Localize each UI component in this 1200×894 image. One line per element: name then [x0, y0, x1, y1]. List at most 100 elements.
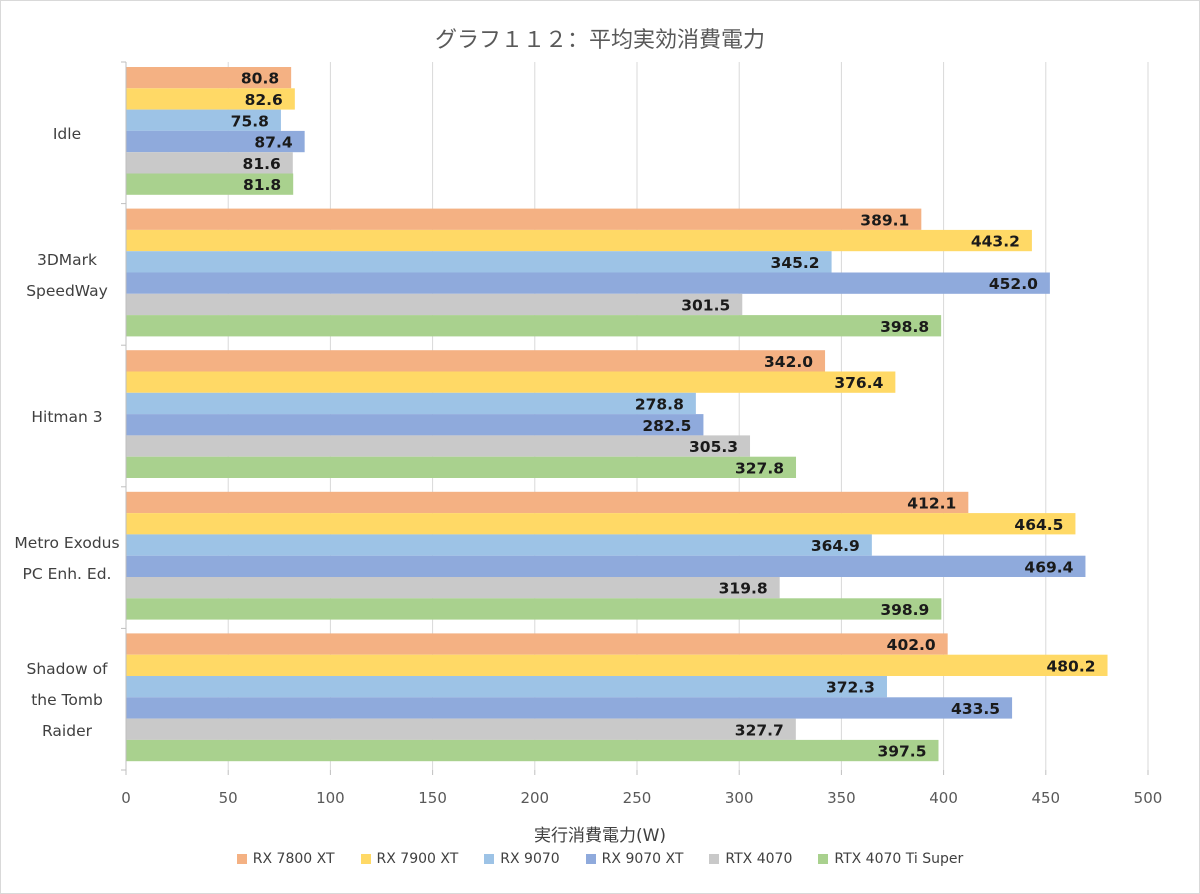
bar: [126, 392, 696, 415]
bar: [126, 718, 796, 740]
bar: [126, 88, 295, 110]
bar: [126, 251, 832, 273]
bar: [126, 229, 1032, 252]
bar: [126, 208, 922, 230]
data-label: 480.2: [1046, 657, 1095, 675]
data-label: 452.0: [989, 275, 1038, 293]
legend-label: RTX 4070 Ti Super: [834, 851, 964, 867]
legend-label: RTX 4070: [725, 851, 793, 867]
y-category-label: 3DMark: [37, 251, 97, 269]
legend-swatch: [236, 854, 247, 864]
bar: [126, 371, 896, 393]
legend: RX 7800 XT RX 7900 XT RX 9070 RX 9070 XT RTX…: [0, 851, 1200, 867]
legend-item: RX 9070: [484, 851, 560, 867]
bar: [126, 676, 887, 698]
data-label: 464.5: [1014, 516, 1063, 534]
bar: [126, 697, 1013, 719]
bar: [126, 173, 294, 195]
y-category-label: the Tomb: [31, 691, 103, 709]
x-tick-label: 150: [418, 789, 447, 807]
bar: [126, 555, 1086, 577]
bar: [126, 534, 872, 556]
x-axis-title: 実行消費電力(W): [533, 826, 667, 846]
data-label: 389.1: [860, 211, 909, 229]
data-label: 402.0: [887, 636, 936, 654]
data-label: 342.0: [764, 353, 813, 371]
chart-title: グラフ１１２：平均実効消費電力: [434, 28, 765, 53]
y-category-label: Metro Exodus: [14, 534, 119, 552]
data-label: 364.9: [811, 537, 860, 555]
bar: [126, 109, 281, 131]
legend-label: RX 7800 XT: [252, 851, 335, 867]
legend-swatch: [818, 854, 829, 864]
x-tick-label: 50: [219, 789, 238, 807]
x-tick-label: 0: [121, 789, 131, 807]
data-label: 81.8: [243, 176, 281, 194]
data-label: 398.9: [880, 601, 929, 619]
bar: [126, 414, 704, 436]
legend-item: RTX 4070: [709, 851, 792, 867]
y-category-label: PC Enh. Ed.: [23, 565, 112, 583]
data-label: 372.3: [826, 679, 875, 697]
x-tick-label: 250: [623, 789, 652, 807]
x-tick-label: 450: [1031, 789, 1060, 807]
bar: [126, 350, 826, 372]
legend-swatch: [360, 854, 371, 864]
data-label: 433.5: [951, 700, 1000, 718]
legend-swatch: [709, 854, 720, 864]
data-label: 345.2: [771, 254, 820, 272]
bar: [126, 491, 969, 514]
bar: [126, 130, 305, 153]
y-category-label: Shadow of: [26, 660, 108, 678]
bar: [126, 513, 1076, 535]
x-tick-label: 400: [929, 789, 958, 807]
legend-label: RX 9070: [500, 851, 560, 867]
legend-item: RX 7800 XT: [236, 851, 335, 867]
legend-swatch: [484, 854, 495, 864]
data-label: 398.8: [880, 318, 929, 336]
data-label: 412.1: [907, 494, 956, 512]
data-label: 87.4: [254, 134, 292, 152]
legend-label: RX 9070 XT: [601, 851, 684, 867]
legend-swatch: [585, 854, 596, 864]
data-label: 81.6: [243, 155, 281, 173]
data-label: 82.6: [245, 91, 283, 109]
legend-item: RX 7900 XT: [360, 851, 459, 867]
y-category-label: SpeedWay: [26, 282, 108, 300]
bar: [126, 577, 780, 599]
data-label: 327.8: [735, 459, 784, 477]
data-label: 319.8: [719, 580, 768, 598]
data-label: 376.4: [834, 374, 883, 392]
data-label: 397.5: [877, 743, 926, 761]
bar: [126, 456, 797, 478]
x-tick-label: 300: [725, 789, 754, 807]
y-category-label: Raider: [42, 722, 93, 740]
x-tick-label: 200: [520, 789, 549, 807]
y-category-label: Idle: [53, 125, 81, 143]
data-label: 469.4: [1024, 558, 1073, 576]
x-tick-label: 500: [1134, 789, 1163, 807]
legend-label: RX 7900 XT: [376, 851, 459, 867]
x-tick-label: 350: [827, 789, 856, 807]
bar: [126, 654, 1108, 676]
bar: [126, 633, 948, 655]
bar: [126, 67, 292, 89]
bar: [126, 315, 942, 337]
data-label: 80.8: [241, 70, 279, 88]
data-label: 301.5: [681, 296, 730, 314]
data-label: 305.3: [689, 438, 738, 456]
legend-item: RX 9070 XT: [585, 851, 684, 867]
bar: [126, 293, 743, 316]
y-category-label: Hitman 3: [31, 408, 102, 426]
data-label: 443.2: [971, 233, 1020, 251]
data-label: 278.8: [635, 395, 684, 413]
data-label: 327.7: [735, 721, 784, 739]
bar: [126, 152, 293, 174]
legend-item: RTX 4070 Ti Super: [818, 851, 963, 867]
bar: [126, 598, 942, 620]
bar: [126, 435, 751, 457]
bar: [126, 272, 1050, 294]
data-label: 282.5: [642, 417, 691, 435]
data-label: 75.8: [231, 112, 269, 130]
